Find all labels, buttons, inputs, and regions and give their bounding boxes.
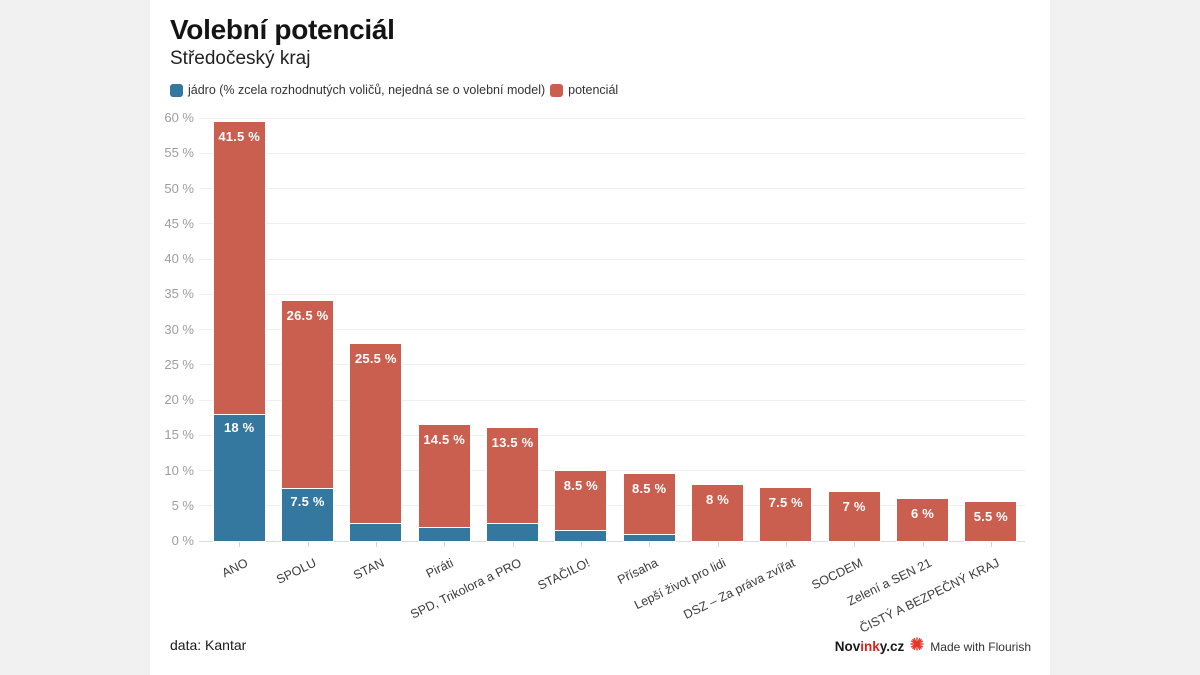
potential-value-label: 7 % xyxy=(842,498,866,514)
potential-value-label: 25.5 % xyxy=(354,350,397,366)
x-axis-tick xyxy=(307,542,309,547)
bar-potential-ANO[interactable] xyxy=(213,121,265,415)
bar-chart: 41.5 % 18 % ANO 26.5 % 7.5 % SPOLU 25.5 % STAN 1… xyxy=(150,0,1050,675)
gridline-55 xyxy=(199,152,1025,154)
page-subtitle: Středočeský kraj xyxy=(170,48,311,69)
bar-potential-SOCDEM[interactable] xyxy=(828,491,880,541)
bar-core-SPOLU[interactable] xyxy=(282,488,333,541)
y-axis-tick-40: 40 % xyxy=(164,251,194,266)
bar-core-ANO[interactable] xyxy=(213,414,265,541)
x-axis-tick xyxy=(854,542,856,547)
bar-potential-DSZ – Za práva zvířat[interactable] xyxy=(760,488,812,541)
legend-core-label: jádro (% zcela rozhodnutých voličů, neje… xyxy=(188,83,546,97)
bar-potential-Lepší život pro lidi[interactable] xyxy=(692,484,743,541)
y-axis-tick-55: 55 % xyxy=(164,145,194,161)
y-axis-tick-0: 0 % xyxy=(171,533,194,548)
x-axis-tick xyxy=(512,542,514,547)
gridline-40 xyxy=(199,258,1025,260)
bar-potential-STAN[interactable] xyxy=(350,343,402,524)
bar-potential-ČISTÝ A BEZPEČNÝ KRAJ[interactable] xyxy=(965,502,1017,541)
bar-core-STAN[interactable] xyxy=(350,523,402,541)
x-axis-label-Přísaha: Přísaha xyxy=(615,555,661,588)
gridline-35 xyxy=(199,293,1025,295)
y-axis-tick-10: 10 % xyxy=(164,462,194,478)
x-axis-tick xyxy=(785,542,787,547)
footer-brand-row: Novinky.cz Made with Flourish xyxy=(835,637,1031,656)
bar-core-SPD, Trikolora a PRO[interactable] xyxy=(487,523,538,541)
y-axis-tick-35: 35 % xyxy=(164,286,194,302)
flourish-starburst-icon xyxy=(910,637,924,656)
y-axis-tick-25: 25 % xyxy=(164,356,194,372)
novinky-logo-suffix: y.cz xyxy=(879,639,905,654)
legend-potential-label: potenciál xyxy=(568,83,619,97)
potential-value-label: 26.5 % xyxy=(286,308,329,324)
x-axis-label-STAN: STAN xyxy=(351,555,387,583)
potential-value-label: 13.5 % xyxy=(491,435,534,451)
y-axis-tick-50: 50 % xyxy=(164,180,194,196)
x-axis-tick xyxy=(444,542,446,547)
y-axis-tick-30: 30 % xyxy=(164,321,194,337)
bar-core-Piráti[interactable] xyxy=(418,526,470,541)
gridline-25 xyxy=(199,364,1025,366)
gridline-20 xyxy=(199,399,1025,401)
gridline-10 xyxy=(199,470,1025,471)
x-axis-label-STAČILO!: STAČILO! xyxy=(535,555,592,593)
potential-value-label: 14.5 % xyxy=(423,431,465,447)
gridline-50 xyxy=(199,188,1025,189)
gridline-15 xyxy=(199,434,1025,436)
legend-potential-swatch-icon xyxy=(550,83,564,97)
bar-potential-STAČILO![interactable] xyxy=(555,470,607,531)
core-value-label: 18 % xyxy=(223,420,255,436)
x-axis-label-SPOLU: SPOLU xyxy=(274,555,319,587)
x-axis-tick xyxy=(990,542,992,547)
x-axis-label-Piráti: Piráti xyxy=(423,555,456,581)
novinky-logo[interactable]: Novinky.cz xyxy=(835,639,905,654)
x-axis-tick xyxy=(239,542,241,547)
core-value-label: 7.5 % xyxy=(290,494,325,510)
gridline-5 xyxy=(199,505,1025,507)
potential-value-label: 8 % xyxy=(705,491,729,507)
bar-potential-Přísaha[interactable] xyxy=(623,474,675,534)
y-axis-tick-15: 15 % xyxy=(164,427,194,443)
bar-core-STAČILO![interactable] xyxy=(555,530,607,541)
potential-value-label: 6 % xyxy=(910,505,934,521)
x-axis-label-ANO: ANO xyxy=(219,555,251,581)
x-axis-tick xyxy=(922,542,924,547)
gridline-0 xyxy=(199,540,1025,542)
potential-value-label: 5.5 % xyxy=(973,509,1008,525)
y-axis-tick-45: 45 % xyxy=(164,215,194,231)
page-title: Volební potenciál xyxy=(170,14,395,45)
x-axis-tick xyxy=(649,542,651,547)
potential-value-label: 7.5 % xyxy=(768,495,803,511)
potential-value-label: 8.5 % xyxy=(632,481,667,497)
x-axis-tick xyxy=(375,542,377,547)
x-axis-label-SPD, Trikolora a PRO: SPD, Trikolora a PRO xyxy=(408,555,524,622)
made-with-flourish-label[interactable]: Made with Flourish xyxy=(930,639,1031,654)
legend: jádro (% zcela rozhodnutých voličů, neje… xyxy=(170,83,618,97)
bar-potential-SPD, Trikolora a PRO[interactable] xyxy=(487,428,538,524)
novinky-logo-prefix: Nov xyxy=(834,639,861,654)
x-axis-label-DSZ – Za práva zvířat: DSZ – Za práva zvířat xyxy=(680,555,797,622)
bar-potential-SPOLU[interactable] xyxy=(282,301,333,489)
x-axis-tick xyxy=(580,542,582,547)
chart-card: Volební potenciál Středočeský kraj jádro… xyxy=(150,0,1050,675)
bar-potential-Zelení a SEN 21[interactable] xyxy=(897,498,948,541)
gridline-60 xyxy=(199,117,1025,119)
y-axis-tick-5: 5 % xyxy=(171,497,194,513)
potential-value-label: 8.5 % xyxy=(563,477,598,493)
data-source: data: Kantar xyxy=(170,637,247,653)
x-axis-label-SOCDEM: SOCDEM xyxy=(809,555,866,593)
y-axis-tick-60: 60 % xyxy=(164,110,194,125)
bar-core-Přísaha[interactable] xyxy=(623,533,675,541)
x-axis-tick xyxy=(717,542,719,547)
bar-potential-Piráti[interactable] xyxy=(418,424,470,527)
novinky-logo-highlight: ink xyxy=(860,639,880,654)
plot-area: 41.5 % 18 % ANO 26.5 % 7.5 % SPOLU 25.5 % STAN 1… xyxy=(199,117,1025,636)
gridline-30 xyxy=(199,329,1025,330)
gridline-45 xyxy=(199,223,1025,225)
potential-value-label: 41.5 % xyxy=(218,128,260,144)
legend-core-swatch-icon xyxy=(170,83,183,97)
y-axis-tick-20: 20 % xyxy=(164,392,194,407)
